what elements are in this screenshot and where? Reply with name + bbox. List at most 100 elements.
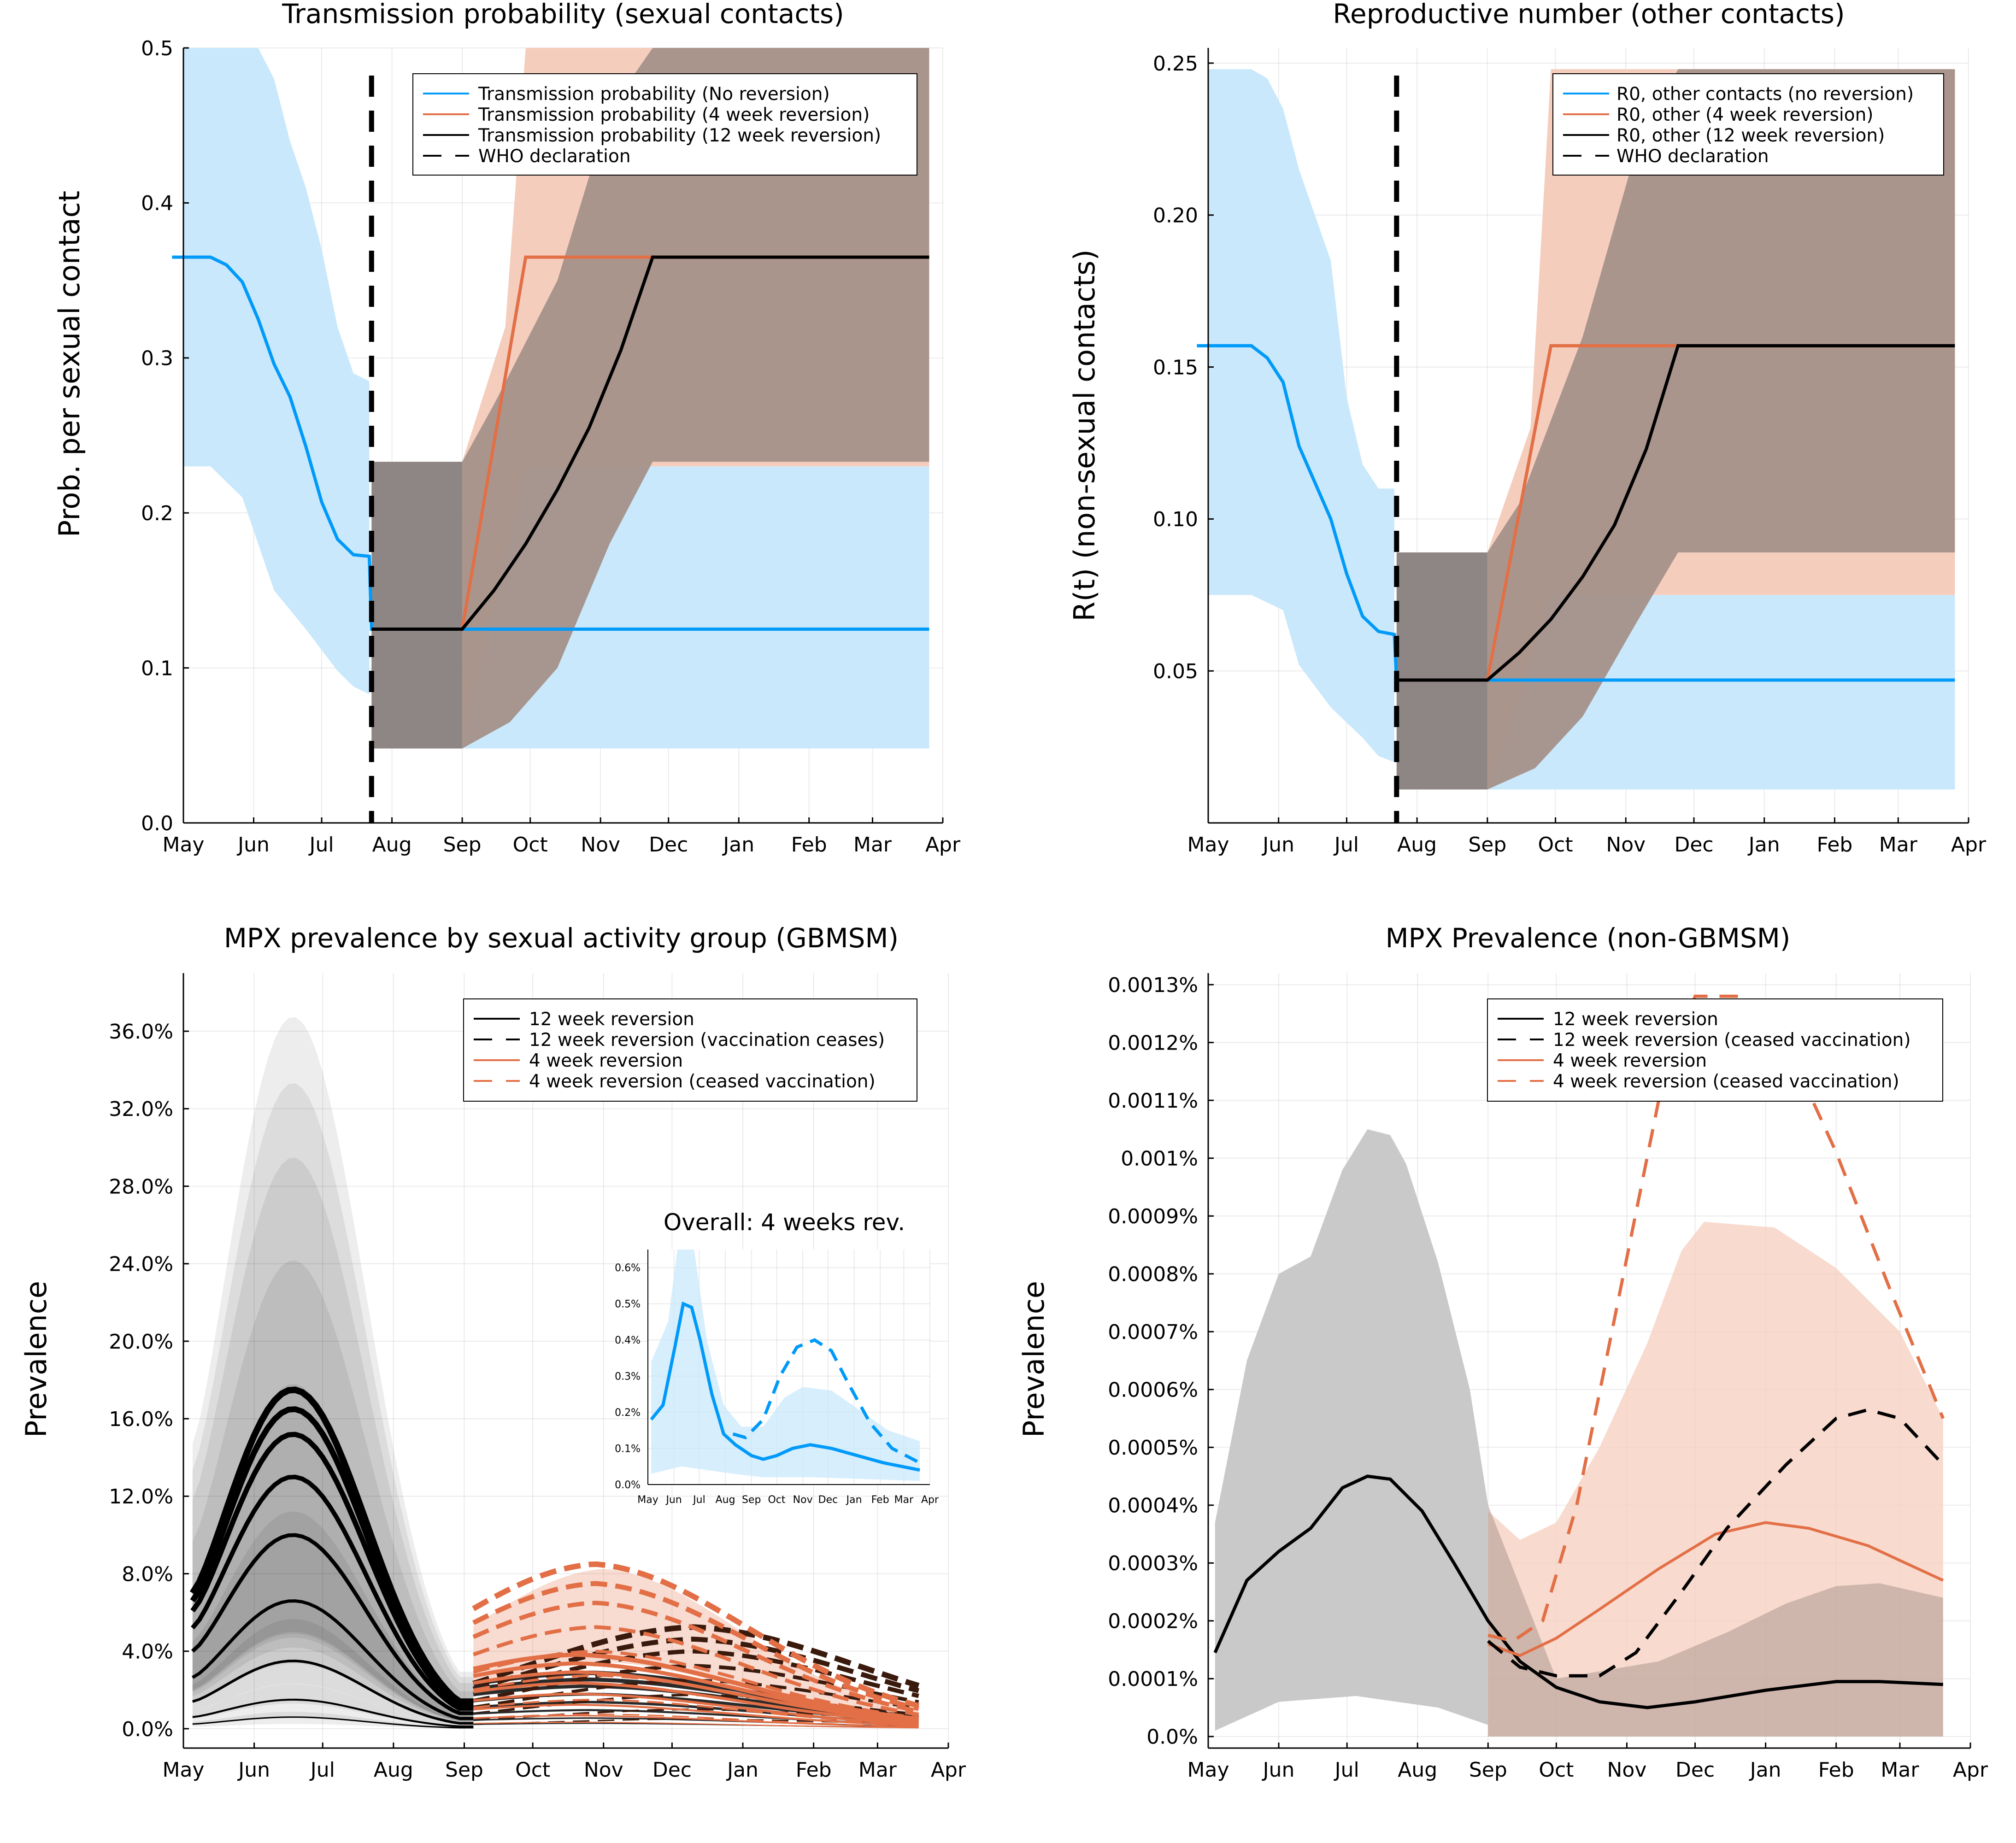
inset-y-tick-label: 0.0% — [615, 1479, 641, 1491]
x-tick-label: Aug — [374, 1758, 413, 1782]
line-12wk — [1213, 1474, 1943, 1709]
panel1-title: Transmission probability (sexual contact… — [282, 0, 844, 29]
gbmsm-4wk-ceased-line — [472, 1625, 919, 1717]
x-tick-label: Sep — [443, 833, 482, 857]
panel4-title: MPX Prevalence (non-GBMSM) — [1386, 922, 1791, 954]
y-tick-label: 0.0011% — [1108, 1089, 1198, 1113]
dark-band — [1396, 552, 1487, 790]
brown-band — [1487, 69, 1955, 790]
panel4-legend-item-2: 4 week reversion — [1553, 1051, 1707, 1071]
gbmsm-group-band — [192, 1083, 474, 1721]
panel1-legend-item-1: Transmission probability (4 week reversi… — [478, 105, 870, 125]
y-tick-label: 0.5 — [141, 37, 173, 60]
y-tick-label: 0.05 — [1153, 660, 1198, 683]
y-tick-label: 0.0% — [122, 1718, 173, 1741]
inset-bands — [651, 1250, 920, 1481]
clipped-bands — [1208, 69, 1955, 790]
x-tick-label: Dec — [652, 1758, 692, 1782]
black-line — [1396, 344, 1955, 682]
gbmsm-group-line — [192, 1659, 474, 1725]
gbmsm-12wk-ceased-line — [472, 1637, 919, 1693]
panel4-bands — [1215, 1129, 1943, 1737]
x-tick-label: Jul — [308, 833, 334, 857]
y-tick-label: 16.0% — [109, 1408, 173, 1431]
gbmsm-4wk-ceased-line — [472, 1601, 919, 1714]
gbmsm-group-band — [192, 1384, 474, 1724]
panel1-legend-item-2: Transmission probability (12 week revers… — [478, 125, 881, 146]
panel4-legend-item-0: 12 week reversion — [1553, 1009, 1718, 1030]
inset-axes: May Jun Jul Aug Sep Oct Nov Dec Jan Feb Mar Apr 0.0%… — [615, 1250, 939, 1506]
y-tick-label: 0.0007% — [1108, 1321, 1198, 1344]
x-tick-label: Mar — [853, 833, 892, 857]
panel2-lines — [1197, 76, 1955, 823]
gbmsm-group-band — [192, 1712, 474, 1729]
inset-x-tick-label: Nov — [793, 1494, 813, 1506]
inset-dashed-line — [732, 1338, 921, 1465]
y-tick-label: 20.0% — [109, 1330, 173, 1354]
panel1-legend: Transmission probability (No reversion) … — [412, 73, 917, 176]
panel3-legend-item-3: 4 week reversion (ceased vaccination) — [529, 1071, 876, 1092]
gbmsm-4wk-ceased-line — [472, 1561, 920, 1708]
x-tick-label: Oct — [1538, 833, 1573, 857]
inset-x-tick-label: May — [637, 1494, 658, 1506]
panel2-ylabel: R(t) (non-sexual contacts) — [1068, 249, 1101, 621]
panel3-title: MPX prevalence by sexual activity group … — [224, 922, 899, 954]
panel2-legend-item-2: R0, other (12 week reversion) — [1616, 125, 1885, 146]
x-tick-label: Jun — [1262, 1758, 1295, 1782]
panel3-axes: May Jun Jul Aug Sep Oct Nov Dec Jan Feb Mar Apr 0.0%… — [109, 973, 966, 1782]
panel2-axes: May Jun Jul Aug Sep Oct Nov Dec Jan Feb Mar Apr 0.05… — [1153, 48, 1987, 857]
inset-y-tick-label: 0.5% — [615, 1299, 641, 1310]
y-tick-label: 0.0005% — [1108, 1436, 1198, 1460]
x-tick-label: May — [163, 833, 205, 857]
gbmsm-group-band — [192, 1017, 474, 1721]
panel2-legend-item-0: R0, other contacts (no reversion) — [1616, 84, 1914, 105]
x-tick-label: Dec — [649, 833, 688, 857]
inset-x-tick-label: Jan — [846, 1494, 862, 1506]
brown-band — [462, 48, 929, 749]
x-tick-label: Apr — [1953, 1758, 1988, 1782]
panel3-legend-item-2: 4 week reversion — [529, 1051, 683, 1071]
y-tick-label: 0.0% — [1146, 1726, 1198, 1749]
y-tick-label: 0.0001% — [1108, 1667, 1198, 1691]
x-tick-label: Aug — [1398, 1758, 1437, 1782]
panel-reproductive-number: Reproductive number (other contacts) R(t… — [1068, 0, 1987, 857]
inset-band — [651, 1250, 920, 1481]
inset-x-tick-label: Oct — [768, 1494, 785, 1506]
panel4-axes: May Jun Jul Aug Sep Oct Nov Dec Jan Feb Mar Apr 0.0%… — [1108, 973, 1988, 1782]
pre-band — [1215, 1129, 1488, 1731]
x-tick-label: Nov — [1607, 1758, 1647, 1782]
panel4-legend-item-1: 12 week reversion (ceased vaccination) — [1553, 1030, 1911, 1051]
y-tick-label: 32.0% — [109, 1098, 173, 1121]
y-tick-label: 4.0% — [122, 1640, 173, 1664]
x-tick-label: Feb — [791, 833, 827, 857]
x-tick-label: Dec — [1674, 833, 1713, 857]
x-tick-label: Feb — [1816, 833, 1852, 857]
gbmsm-4wk-ceased-line — [473, 1649, 919, 1720]
x-tick-label: Jul — [309, 1758, 335, 1782]
panel3-bands — [192, 1017, 919, 1729]
y-tick-label: 0.4 — [141, 192, 173, 215]
x-tick-label: Apr — [931, 1758, 966, 1782]
gbmsm-post-band — [473, 1569, 919, 1721]
inset-x-tick-label: Aug — [716, 1494, 735, 1506]
x-tick-label: May — [1187, 1758, 1229, 1782]
panel4-legend-item-3: 4 week reversion (ceased vaccination) — [1553, 1071, 1899, 1092]
blue-line — [172, 255, 929, 631]
y-tick-label: 8.0% — [122, 1562, 173, 1586]
panel2-bands — [1208, 69, 1955, 790]
y-tick-label: 0.001% — [1121, 1147, 1198, 1171]
y-tick-label: 24.0% — [109, 1253, 173, 1276]
y-tick-label: 0.0003% — [1108, 1552, 1198, 1575]
x-tick-label: Oct — [513, 833, 548, 857]
panel3-lines — [189, 1386, 920, 1729]
blue-line — [1197, 344, 1955, 682]
panel3-legend-item-1: 12 week reversion (vaccination ceases) — [529, 1030, 885, 1051]
x-tick-label: Sep — [1469, 1758, 1507, 1782]
panel1-legend-item-3: WHO declaration — [478, 146, 631, 167]
inset-solid-line — [650, 1301, 920, 1472]
panel4-legend: 12 week reversion 12 week reversion (cea… — [1487, 998, 1943, 1102]
x-tick-label: Sep — [445, 1758, 483, 1782]
dark-band — [371, 462, 463, 749]
y-tick-label: 0.2 — [141, 502, 173, 525]
